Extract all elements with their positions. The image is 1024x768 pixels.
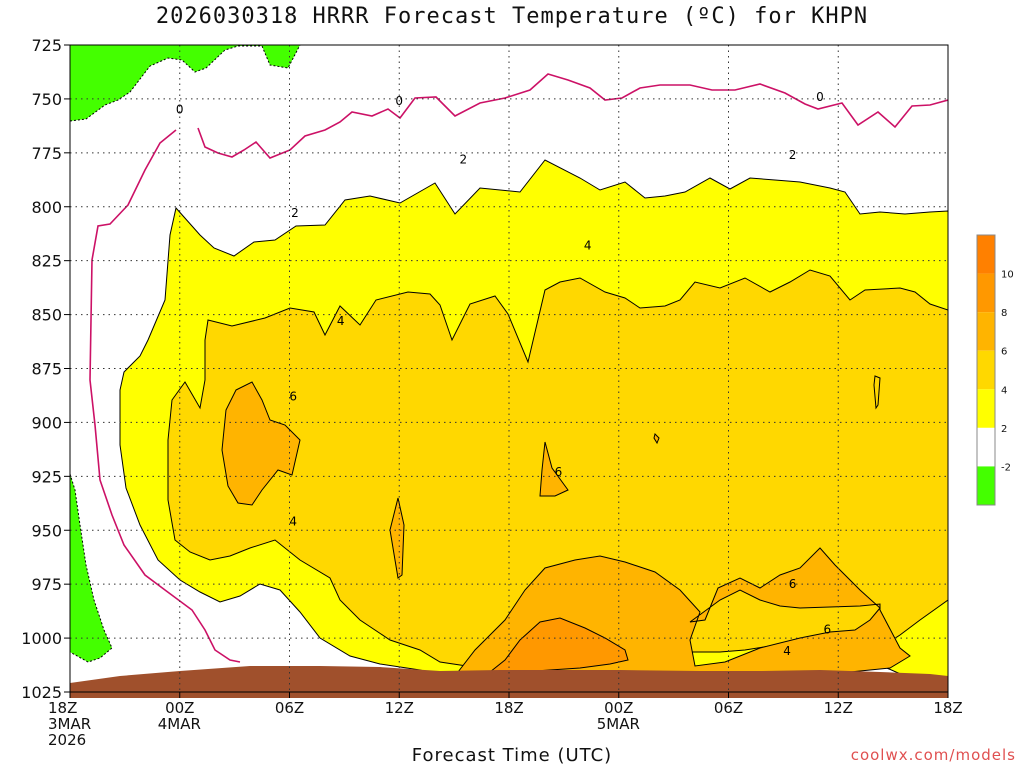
y-tick-label: 1000: [21, 629, 62, 648]
band-below-zero-top: [70, 45, 301, 122]
colorbar-swatch: [977, 427, 995, 467]
x-tick-label: 06Z: [275, 699, 304, 717]
x-tick-label: 4MAR: [158, 715, 201, 733]
y-tick-label: 900: [31, 413, 62, 432]
x-tick-label: 00Z: [604, 699, 633, 717]
ground-surface: [70, 666, 948, 698]
blob-6-tiny: [653, 433, 660, 445]
x-tick-label: 12Z: [385, 699, 414, 717]
x-tick-label: 5MAR: [597, 715, 640, 733]
y-tick-label: 1025: [21, 683, 62, 702]
contour-label: 2: [459, 152, 467, 166]
band-below-zero-left: [70, 473, 113, 663]
colorbar-swatch: [977, 273, 995, 313]
contour-label: 0: [176, 103, 184, 117]
axes: 725 750 775 800 825 850 875 900 925 950 975 1000 102…: [21, 36, 962, 749]
colorbar-swatch: [977, 312, 995, 351]
contour-label: 4: [783, 644, 791, 658]
x-tick-label: 18Z: [933, 699, 962, 717]
band-4-6: [167, 269, 948, 669]
colorbar-swatch: [977, 466, 995, 505]
blob-6-mid: [539, 441, 569, 497]
contour-0-left: [89, 129, 241, 663]
y-tick-label: 950: [31, 521, 62, 540]
temperature-fill-layer: [70, 45, 948, 698]
y-tick-label: 725: [31, 36, 62, 55]
colorbar-swatch: [977, 235, 995, 274]
blob-6-early: [221, 381, 301, 506]
contour-label: 4: [584, 239, 592, 253]
contour-label: 6: [555, 465, 563, 479]
blob-4-small: [873, 375, 881, 410]
colorbar-label: 10: [1001, 270, 1014, 281]
y-tick-label: 800: [31, 198, 62, 217]
colorbar-swatch: [977, 350, 995, 390]
contour-label: 2: [789, 148, 797, 162]
y-tick-label: 825: [31, 252, 62, 271]
credit-text: coolwx.com/models: [850, 746, 1016, 764]
x-tick-label: 3MAR: [48, 715, 91, 733]
contour-0-line: [197, 73, 948, 159]
y-tick-label: 975: [31, 575, 62, 594]
contour-label: 6: [289, 390, 297, 404]
x-tick-label: 12Z: [824, 699, 853, 717]
colorbar-label: 4: [1001, 385, 1007, 396]
colorbar-label: 2: [1001, 424, 1007, 435]
chart-title: 2026030318 HRRR Forecast Temperature (ºC…: [155, 4, 869, 29]
contour-label: 0: [395, 94, 403, 108]
colorbar-label: -2: [1001, 462, 1011, 473]
blob-6-12z: [389, 497, 405, 579]
contour-labels: 0 0 0 2 2 2 4 4 4 4 6 6 6 6: [176, 90, 831, 658]
contour-label: 6: [823, 622, 831, 636]
y-tick-label: 850: [31, 306, 62, 325]
y-tick-label: 775: [31, 144, 62, 163]
contour-label: 4: [289, 515, 297, 529]
y-tick-label: 875: [31, 360, 62, 379]
contour-label: 4: [337, 314, 345, 328]
x-tick-label: 18Z: [494, 699, 523, 717]
x-tick-label: 2026: [48, 731, 86, 749]
colorbar-label: 6: [1001, 347, 1007, 358]
colorbar-swatch: [977, 389, 995, 428]
colorbar: -2 2 4 6 8 10: [976, 234, 1014, 506]
contour-label: 6: [789, 577, 797, 591]
x-axis-label: Forecast Time (UTC): [411, 745, 613, 766]
x-tick-label: 00Z: [165, 699, 194, 717]
contour-label: 0: [816, 90, 824, 104]
colorbar-label: 8: [1001, 308, 1007, 319]
y-tick-label: 925: [31, 467, 62, 486]
x-tick-label: 06Z: [714, 699, 743, 717]
colorbar-frame: [976, 234, 996, 506]
y-tick-label: 750: [31, 90, 62, 109]
band-8-10: [488, 617, 629, 673]
x-tick-label: 18Z: [48, 699, 77, 717]
contour-label: 2: [291, 206, 299, 220]
